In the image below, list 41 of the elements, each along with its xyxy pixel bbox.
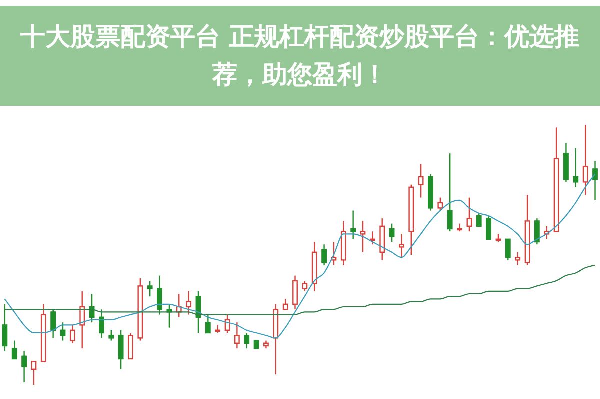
candlestick xyxy=(205,314,211,334)
candlestick xyxy=(215,324,221,334)
candlestick xyxy=(476,212,482,227)
candlestick xyxy=(505,238,511,261)
candlestick xyxy=(418,163,424,198)
candlestick xyxy=(573,148,579,188)
candlestick xyxy=(108,330,114,342)
candlestick xyxy=(389,223,395,243)
candlestick xyxy=(12,340,18,360)
candlestick xyxy=(22,350,27,383)
candlestick xyxy=(70,324,76,344)
candlestick xyxy=(50,309,56,339)
candlestick xyxy=(234,322,240,350)
candlestick xyxy=(370,231,376,246)
candlestick xyxy=(31,361,37,385)
candlestick xyxy=(534,218,540,246)
candlestick xyxy=(128,332,134,360)
candlestick xyxy=(186,290,192,316)
candlestick xyxy=(99,309,104,339)
candlestick xyxy=(486,215,492,240)
candlestick xyxy=(292,275,298,310)
candlestick xyxy=(118,330,124,370)
candlestick xyxy=(350,210,356,240)
candlestick xyxy=(438,197,444,212)
candlestick xyxy=(60,322,66,342)
candlestick xyxy=(322,244,327,266)
candlestick xyxy=(2,304,8,352)
candlestick xyxy=(302,280,308,292)
candlestick xyxy=(360,220,366,253)
candlestick xyxy=(592,160,598,201)
candlestick xyxy=(282,298,288,310)
candlestick xyxy=(244,332,250,350)
chart-title: 十大股票配资平台 正规杠杆配资炒股平台：优选推荐，助您盈利！ xyxy=(20,21,580,91)
candlestick xyxy=(447,153,453,232)
candlestick xyxy=(399,234,404,258)
candlestick xyxy=(582,125,588,196)
candlestick xyxy=(515,252,521,266)
candlestick xyxy=(147,280,153,298)
candlestick xyxy=(80,290,86,350)
candlestick xyxy=(157,275,162,316)
candlestick xyxy=(466,197,472,232)
